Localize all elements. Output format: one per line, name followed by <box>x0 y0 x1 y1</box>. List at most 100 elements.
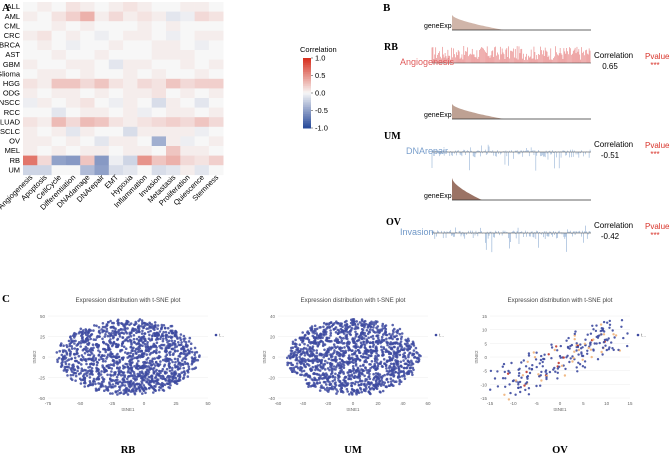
tsne-point <box>346 361 350 365</box>
tsne-point <box>86 384 90 388</box>
tsne-point <box>92 346 95 350</box>
tsne-point <box>135 367 138 370</box>
heatmap-cell <box>65 117 81 128</box>
heatmap-cell <box>180 146 195 156</box>
tsne-point <box>368 383 372 386</box>
tsne-point <box>116 393 119 396</box>
tsne-point <box>83 385 86 388</box>
tsne-point <box>126 339 130 343</box>
tsne-point <box>88 373 92 376</box>
heatmap-cell <box>123 2 138 12</box>
tsne-point <box>132 337 136 341</box>
tsne-point <box>374 372 378 375</box>
tsne-point <box>198 354 201 357</box>
tsne-point <box>334 368 337 371</box>
tsne-point <box>137 327 141 331</box>
tsne-point <box>335 350 339 354</box>
tsne-point <box>306 373 309 377</box>
tsne-point <box>360 327 364 331</box>
tsne-point <box>132 381 135 384</box>
colorbar-segment <box>303 105 311 108</box>
tsne-point <box>369 363 372 366</box>
tsne-point <box>90 333 94 336</box>
tsne-point <box>383 362 386 365</box>
tsne-point <box>329 334 332 337</box>
tsne-point <box>602 341 606 344</box>
tsne-point <box>109 373 112 377</box>
tsne-point <box>601 346 605 349</box>
tsne-point <box>359 332 363 335</box>
gene-expression-label: geneExp <box>424 112 452 119</box>
tsne-point <box>100 328 103 331</box>
tsne-point <box>349 391 353 394</box>
colorbar-segment <box>303 117 311 120</box>
tsne-point <box>95 363 99 367</box>
gene-expression-area <box>452 104 504 119</box>
tsne-point <box>595 342 598 345</box>
tsne-point <box>126 365 130 368</box>
tsne-point <box>88 362 92 366</box>
tsne-point <box>143 332 146 335</box>
tsne-point <box>351 323 354 327</box>
y-tick-label: -25 <box>38 376 45 381</box>
tsne-point <box>111 326 115 329</box>
heatmap-cell <box>108 155 124 166</box>
tsne-point <box>170 371 173 375</box>
tsne-point <box>117 369 120 373</box>
tsne-point <box>336 328 340 332</box>
tsne-point <box>60 342 63 345</box>
heatmap-cell <box>94 117 110 128</box>
heatmap-cell <box>194 136 210 147</box>
tsne-point <box>109 326 113 329</box>
y-tick-label: 40 <box>270 314 276 319</box>
tsne-point <box>517 386 520 389</box>
tsne-point <box>174 381 177 385</box>
tsne-point <box>355 320 359 323</box>
tsne-point <box>141 355 144 359</box>
tsne-point <box>590 355 593 359</box>
tsne-point <box>388 350 391 354</box>
tsne-point <box>346 390 350 393</box>
tsne-point <box>142 326 145 330</box>
tsne-point <box>489 369 493 373</box>
tsne-point <box>84 328 87 331</box>
tsne-point <box>122 378 126 382</box>
tsne-point <box>150 359 154 363</box>
heatmap-row-label: ODG <box>3 89 20 98</box>
heatmap-cell <box>65 59 81 70</box>
heatmap-cell <box>166 165 181 176</box>
x-tick-label: 40 <box>400 401 406 406</box>
tsne-point <box>196 358 200 362</box>
heatmap-cell <box>94 98 110 108</box>
x-tick-label: -60 <box>275 401 282 406</box>
heatmap-cell <box>51 21 67 32</box>
tsne-point <box>343 376 347 380</box>
tsne-point <box>147 330 150 334</box>
tsne-point <box>351 337 355 340</box>
tsne-point <box>126 377 129 381</box>
tsne-point <box>370 360 374 363</box>
tsne-point <box>111 392 114 395</box>
tsne-point <box>506 372 510 375</box>
heatmap-cell <box>108 78 124 89</box>
heatmap-cell <box>151 155 167 166</box>
tsne-point <box>127 382 130 386</box>
tsne-point <box>385 377 389 381</box>
tsne-point <box>339 385 343 388</box>
tsne-point <box>567 336 570 340</box>
tsne-point <box>327 357 331 361</box>
tsne-point <box>106 373 109 377</box>
tsne-point <box>307 359 311 363</box>
heatmap-cell <box>51 78 67 89</box>
tsne-point <box>333 345 336 348</box>
tsne-point <box>604 344 607 347</box>
tsne-point <box>326 353 329 356</box>
tsne-point <box>179 362 183 366</box>
tsne-point <box>88 330 91 333</box>
tsne-point <box>187 365 191 369</box>
heatmap-row-label: Glioma <box>0 69 21 78</box>
tsne-point <box>101 330 104 334</box>
tsne-point <box>164 336 168 340</box>
tsne-point <box>332 328 336 331</box>
colorbar-tick-label: -1.0 <box>315 124 328 133</box>
